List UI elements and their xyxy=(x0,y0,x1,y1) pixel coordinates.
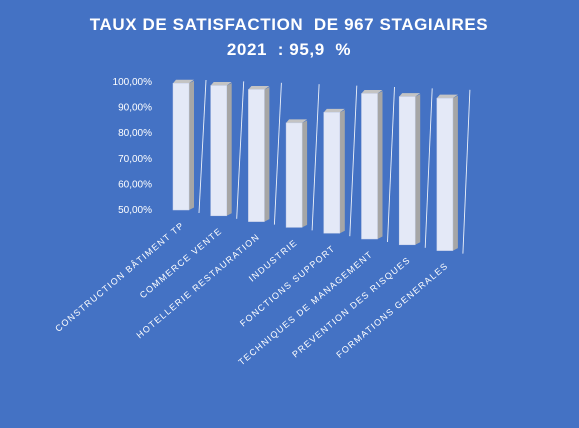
perspective-guide-line xyxy=(424,88,433,248)
bar xyxy=(361,93,378,240)
bar xyxy=(210,85,227,217)
bar-side-face xyxy=(226,83,232,216)
bar-top-face xyxy=(436,94,458,99)
bar-side-face xyxy=(189,80,194,210)
bar-top-face xyxy=(286,119,308,123)
bar-side-face xyxy=(302,120,308,228)
y-tick-label: 100,00% xyxy=(113,77,153,88)
bar-top-face xyxy=(248,85,270,90)
bar xyxy=(172,83,190,211)
perspective-guide-line xyxy=(198,79,207,214)
bar xyxy=(323,112,341,234)
perspective-guide-line xyxy=(462,89,471,254)
bar-side-face xyxy=(452,95,458,251)
bar xyxy=(436,97,454,251)
bar-top-face xyxy=(173,79,194,84)
bar xyxy=(285,122,303,228)
y-tick-label: 60,00% xyxy=(118,179,152,190)
bar xyxy=(398,96,416,246)
perspective-guide-line xyxy=(273,82,282,225)
bar-top-face xyxy=(399,93,421,97)
category-label: COMMERCE VENTE xyxy=(138,226,224,301)
bar-side-face xyxy=(339,109,345,234)
bar-side-face xyxy=(377,91,383,239)
perspective-guide-line xyxy=(236,81,245,219)
bar-top-face xyxy=(361,90,383,94)
bar-top-face xyxy=(323,108,345,113)
y-tick-label: 80,00% xyxy=(118,128,152,139)
bar-side-face xyxy=(415,94,421,245)
perspective-guide-line xyxy=(387,86,395,243)
perspective-guide-line xyxy=(311,84,320,231)
bar-top-face xyxy=(210,82,232,86)
y-axis: 100,00% 90,00% 80,00% 70,00% 60,00% 50,00% xyxy=(113,77,153,216)
y-tick-label: 70,00% xyxy=(118,154,152,165)
bars-group xyxy=(172,79,471,254)
chart-title: TAUX DE SATISFACTION DE 967 STAGIAIRES xyxy=(90,15,488,34)
y-tick-label: 90,00% xyxy=(118,103,152,114)
bar xyxy=(248,89,265,222)
bar-side-face xyxy=(264,86,270,222)
chart-subtitle: 2021 : 95,9 % xyxy=(227,40,351,59)
perspective-guide-line xyxy=(349,85,358,237)
y-tick-label: 50,00% xyxy=(118,205,152,216)
